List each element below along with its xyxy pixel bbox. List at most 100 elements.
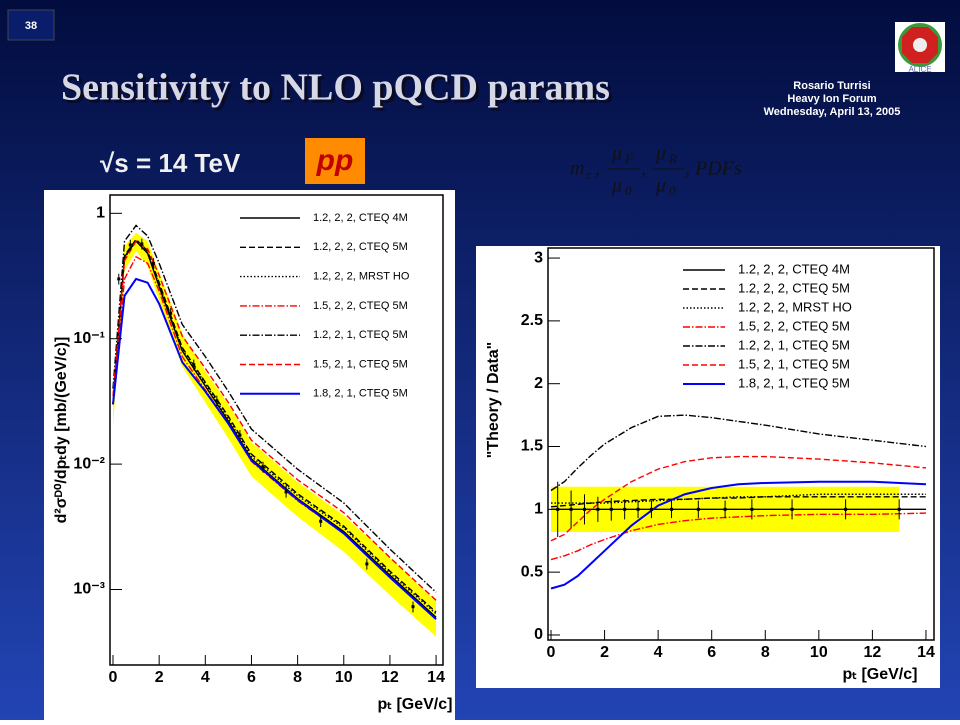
data-point [670, 507, 674, 511]
data-point [140, 242, 144, 246]
data-point [897, 507, 901, 511]
y-tick-label: 1.5 [521, 438, 543, 455]
x-tick-label: 0 [109, 669, 118, 686]
x-tick-label: 12 [864, 644, 882, 661]
data-point [117, 277, 121, 281]
title-shadow: Sensitivity to NLO pQCD params [64, 70, 613, 112]
y-tick-label: 0 [534, 626, 543, 643]
series-line [550, 455, 927, 542]
series-line [551, 493, 926, 504]
legend-label: 1.2, 2, 2, MRST HO [738, 299, 852, 314]
right-panel [476, 246, 940, 688]
series-line [112, 240, 437, 601]
formula-part: μ [611, 143, 622, 165]
legend-label: 1.2, 2, 2, MRST HO [313, 271, 410, 283]
data-point [649, 507, 653, 511]
formula-part: μ [611, 175, 622, 197]
x-tick-label: 8 [761, 644, 770, 661]
y-tick-label: 1 [96, 205, 105, 222]
legend-label: 1.2, 2, 2, CTEQ 5M [313, 241, 408, 253]
x-tick-label: 4 [201, 669, 210, 686]
legend-label: 1.5, 2, 2, CTEQ 5M [313, 300, 408, 312]
data-point [844, 507, 848, 511]
x-tick-label: 2 [600, 644, 609, 661]
y-axis-label: d²σᴰ⁰/dpₜdy [mb/(GeV/c)] [53, 337, 70, 524]
formula-part: c [586, 167, 592, 182]
plot-frame [109, 194, 444, 666]
series-line [112, 224, 437, 593]
x-tick-label: 10 [810, 644, 828, 661]
svg-text:ALICE: ALICE [908, 65, 931, 74]
x-tick-label: 14 [427, 669, 445, 686]
formula-part: F [624, 151, 634, 166]
data-point [151, 261, 155, 265]
y-tick-label: 2.5 [521, 312, 543, 329]
data-point [636, 507, 640, 511]
legend-label: 1.8, 2, 1, CTEQ 5M [313, 388, 408, 400]
plot-frame [547, 247, 935, 641]
x-tick-label: 0 [547, 644, 556, 661]
y-tick-label: 3 [534, 249, 543, 266]
slide-number: 38 [25, 20, 37, 32]
energy: √s = 14 TeV [100, 148, 241, 178]
x-axis-label: pₜ [GeV/c] [378, 696, 453, 713]
x-tick-label: 12 [381, 669, 399, 686]
formula-part: , [685, 158, 690, 180]
formula-part: μ [655, 143, 666, 165]
formula-part: , [641, 158, 646, 180]
series-line [550, 512, 926, 561]
title: Sensitivity to NLO pQCD params [61, 67, 610, 109]
x-axis-label: pₜ [GeV/c] [843, 666, 918, 683]
data-point [319, 519, 323, 523]
system-box [305, 138, 365, 184]
data-point [192, 363, 196, 367]
formula-part: μ [655, 175, 666, 197]
system: pp [316, 144, 354, 177]
legend-label: 1.2, 2, 2, CTEQ 4M [313, 212, 408, 224]
legend-label: 1.5, 2, 1, CTEQ 5M [738, 356, 850, 371]
formula: m c , μ F μ 0 , μ R μ 0 , PDFs [570, 143, 742, 198]
x-tick-label: 14 [917, 644, 935, 661]
legend-label: 1.2, 2, 2, CTEQ 4M [738, 261, 850, 276]
data-point [365, 562, 369, 566]
author-block: Rosario Turrisi Heavy Ion Forum Wednesda… [764, 80, 901, 118]
data-point [215, 399, 219, 403]
data-point [261, 465, 265, 469]
data-point [284, 490, 288, 494]
x-tick-label: 10 [335, 669, 353, 686]
formula-part: 0 [625, 183, 632, 198]
data-point [723, 507, 727, 511]
data-point [582, 507, 586, 511]
legend-label: 1.8, 2, 1, CTEQ 5M [738, 375, 850, 390]
data-point [596, 507, 600, 511]
data-point [128, 243, 132, 247]
x-tick-label: 6 [247, 669, 256, 686]
y-tick-label: 10⁻¹ [73, 330, 105, 347]
legend-label: 1.5, 2, 2, CTEQ 5M [738, 318, 850, 333]
data-point [750, 507, 754, 511]
formula-part: R [668, 151, 677, 166]
legend-label: 1.5, 2, 1, CTEQ 5M [313, 358, 408, 370]
y-tick-label: 10⁻³ [73, 581, 105, 598]
y-axis-label: "Theory / Data" [485, 342, 502, 459]
formula-part: PDFs [694, 158, 742, 180]
data-point [238, 433, 242, 437]
x-tick-label: 8 [293, 669, 302, 686]
y-tick-label: 2 [534, 375, 543, 392]
y-tick-label: 10⁻² [73, 455, 105, 472]
date: Wednesday, April 13, 2005 [764, 106, 901, 118]
uncertainty-band [113, 232, 437, 637]
data-point [623, 507, 627, 511]
slide-number-box [7, 9, 55, 41]
x-tick-label: 4 [654, 644, 663, 661]
x-tick-label: 2 [155, 669, 164, 686]
data-point [790, 507, 794, 511]
formula-part: 0 [669, 183, 676, 198]
event: Heavy Ion Forum [787, 93, 876, 105]
legend-label: 1.2, 2, 1, CTEQ 5M [313, 329, 408, 341]
x-tick-label: 6 [707, 644, 716, 661]
series-line [550, 480, 927, 590]
data-point [696, 507, 700, 511]
